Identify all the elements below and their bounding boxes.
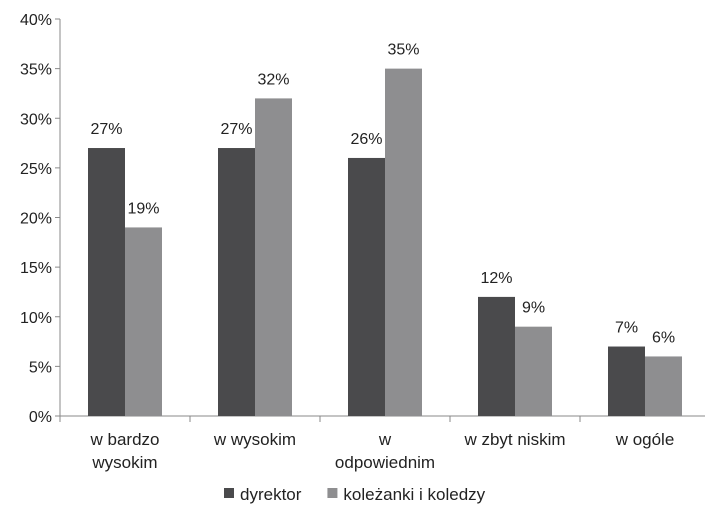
y-tick-label: 20%: [20, 211, 52, 228]
x-tick-label: w wysokim: [213, 430, 296, 449]
x-tick-label: w bardzo wysokim: [90, 430, 160, 472]
data-label: 27%: [220, 121, 252, 138]
bar: [218, 148, 255, 416]
legend-swatch: [224, 488, 234, 498]
data-label: 6%: [652, 329, 675, 346]
legend-label: dyrektor: [240, 485, 302, 504]
data-label: 35%: [387, 42, 419, 59]
data-label: 7%: [615, 320, 638, 337]
data-label: 26%: [350, 131, 382, 148]
bar: [385, 68, 422, 416]
y-tick-label: 40%: [20, 12, 52, 29]
y-tick-label: 5%: [29, 359, 52, 376]
bar: [125, 227, 162, 416]
data-label: 27%: [90, 121, 122, 138]
data-label: 19%: [127, 200, 159, 217]
legend-label: koleżanki i koledzy: [343, 485, 485, 504]
legend: dyrektor koleżanki i koledzy: [224, 485, 486, 504]
x-tick-label-line: w bardzo: [90, 430, 160, 449]
y-axis: 0% 5% 10% 15% 20% 25% 30% 35% 40%: [20, 12, 61, 426]
x-tick-label-line: w zbyt niskim: [463, 430, 565, 449]
data-label: 32%: [257, 71, 289, 88]
y-tick-label: 25%: [20, 161, 52, 178]
bar: [515, 326, 552, 416]
bar: [608, 346, 645, 416]
bar: [645, 356, 682, 416]
bar: [348, 157, 385, 416]
x-tick-label: w zbyt niskim: [463, 430, 565, 449]
legend-swatch: [327, 488, 338, 498]
x-tick-label-line: w: [378, 430, 392, 449]
bar: [478, 296, 515, 416]
y-tick-label: 30%: [20, 111, 52, 128]
x-tick-label-line: odpowiednim: [335, 453, 435, 472]
x-tick-label-line: w ogóle: [615, 430, 675, 449]
y-tick-label: 10%: [20, 310, 52, 327]
bar: [255, 98, 292, 417]
y-tick-label: 35%: [20, 62, 52, 79]
x-tick-label-line: w wysokim: [213, 430, 296, 449]
x-tick-label-line: wysokim: [91, 453, 157, 472]
data-labels: 27% 27% 26% 12% 7% 19% 32% 35% 9% 6%: [90, 42, 675, 347]
bar: [88, 148, 125, 416]
bars: [88, 68, 682, 417]
data-label: 9%: [522, 300, 545, 317]
y-tick-label: 15%: [20, 260, 52, 277]
x-axis: w bardzo wysokim w wysokim w odpowiednim w zb…: [59, 415, 705, 472]
x-tick-label: w odpowiednim: [335, 430, 435, 472]
y-tick-label: 0%: [29, 409, 52, 426]
data-label: 12%: [480, 270, 512, 287]
x-tick-label: w ogóle: [615, 430, 675, 449]
